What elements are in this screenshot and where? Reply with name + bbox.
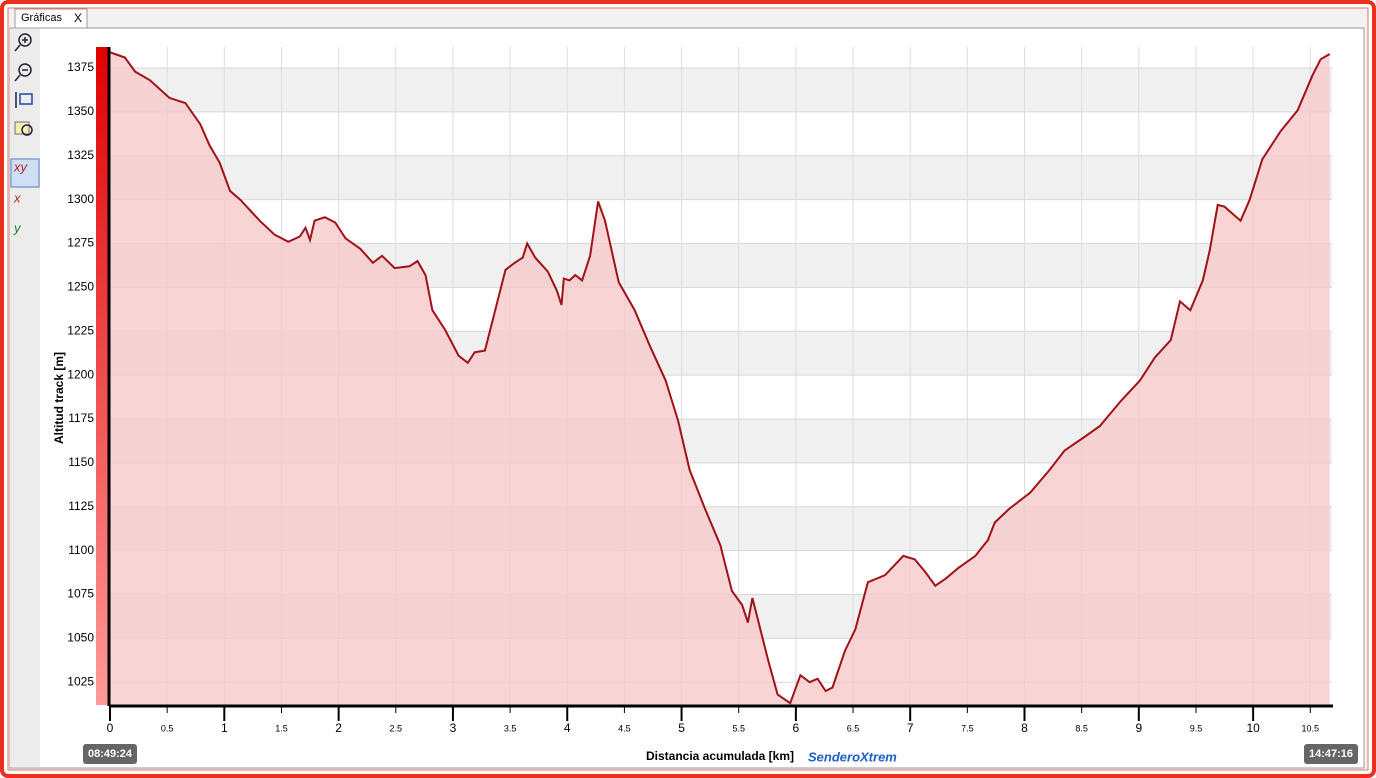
time-start: 08:49:24 xyxy=(88,748,133,760)
x-tick-label: 8.5 xyxy=(1075,723,1088,733)
mode-x-icon[interactable]: x xyxy=(13,190,21,205)
x-tick-label: 5.5 xyxy=(732,723,745,733)
y-tick-label: 1100 xyxy=(68,543,94,557)
axis-strip xyxy=(96,47,108,705)
y-axis-title: Altitud track [m] xyxy=(52,352,66,444)
x-tick-label: 2.5 xyxy=(390,723,403,733)
x-tick-label: 7.5 xyxy=(961,723,974,733)
y-tick-label: 1375 xyxy=(67,60,94,74)
y-tick-label: 1225 xyxy=(67,323,94,337)
y-tick-label: 1150 xyxy=(68,455,94,469)
band xyxy=(110,68,1332,112)
time-end-box xyxy=(1304,744,1358,764)
x-tick-label: 0 xyxy=(107,721,114,735)
x-tick-label: 10.5 xyxy=(1302,723,1320,733)
elevation-line xyxy=(109,51,1331,705)
x-tick-label: 0.5 xyxy=(161,723,174,733)
x-tick-label: 8 xyxy=(1021,721,1028,735)
x-tick-label: 6 xyxy=(793,721,800,735)
brand: SenderoXtrem xyxy=(808,749,897,764)
zoom-area[interactable] xyxy=(14,121,33,136)
x-tick-label: 3.5 xyxy=(504,723,517,733)
band xyxy=(110,155,1332,200)
x-tick-label: 1 xyxy=(221,721,228,735)
plot xyxy=(109,47,1332,706)
zoom-out[interactable] xyxy=(14,63,32,82)
y-tick-label: 1325 xyxy=(67,148,94,162)
mode-xy-icon[interactable]: xy xyxy=(13,159,29,174)
x-tick-label: 1.5 xyxy=(275,723,288,733)
x-tick-label: 7 xyxy=(907,721,914,735)
x-tick-label: 9.5 xyxy=(1190,723,1203,733)
tab-close[interactable]: X xyxy=(74,11,82,25)
toolbar xyxy=(10,29,40,767)
area-fill xyxy=(110,52,1330,706)
toolbar-buttons: xy x y xyxy=(10,33,40,235)
y-tick-label: 1125 xyxy=(68,499,94,513)
y-tick-label: 1175 xyxy=(68,411,94,425)
y-tick-label: 1300 xyxy=(67,192,94,206)
tab-label[interactable]: Gráficas xyxy=(21,12,62,24)
y-tick-label: 1075 xyxy=(67,587,94,601)
y-tick-label: 1050 xyxy=(67,630,94,644)
y-tick-label: 1200 xyxy=(67,367,94,381)
y-tick-label: 1275 xyxy=(67,236,94,250)
zoom-in[interactable] xyxy=(14,33,32,52)
mode-xy[interactable] xyxy=(10,158,40,188)
x-tick-label: 5 xyxy=(678,721,685,735)
x-tick-label: 9 xyxy=(1135,721,1142,735)
x-tick-label: 3 xyxy=(450,721,457,735)
x-tick-label: 10 xyxy=(1246,721,1260,735)
x-axis-title: Distancia acumulada [km] xyxy=(646,749,794,763)
fit[interactable] xyxy=(15,92,33,108)
y-tick-label: 1350 xyxy=(67,104,94,118)
time-end: 14:47:16 xyxy=(1309,748,1353,760)
x-tick-label: 2 xyxy=(335,721,342,735)
x-tick-label: 6.5 xyxy=(847,723,860,733)
y-tick-label: 1025 xyxy=(67,674,94,688)
mode-y-icon[interactable]: y xyxy=(13,220,22,235)
x-tick-label: 4 xyxy=(564,721,571,735)
x-tick-label: 4.5 xyxy=(618,723,631,733)
y-tick-label: 1250 xyxy=(67,280,94,294)
time-start-box xyxy=(83,744,137,764)
